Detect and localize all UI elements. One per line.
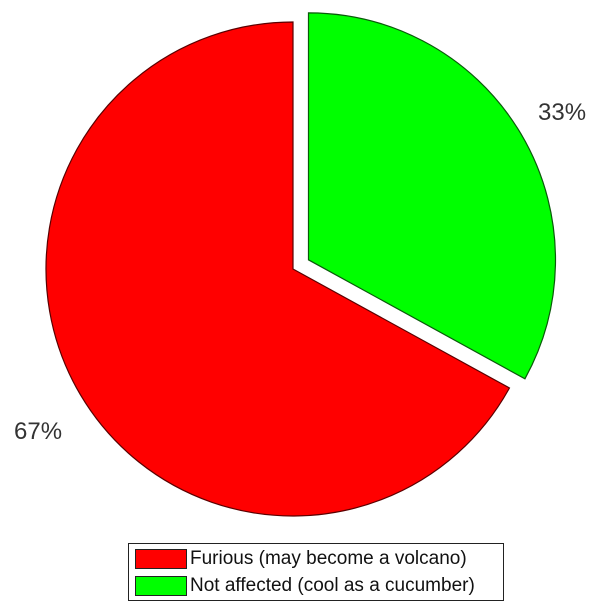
slice-not-affected-percent-label: 33% [538,99,586,126]
legend-swatch-furious [135,549,187,569]
slice-furious-percent-label: 67% [14,418,62,445]
slice-not-affected [307,12,557,380]
legend-swatch-not-affected [135,576,187,596]
legend-item-not-affected: Not affected (cool as a cucumber) [135,574,475,598]
slice-furious [45,21,511,517]
legend: Furious (may become a volcano) Not affec… [128,543,504,601]
legend-label-not-affected: Not affected (cool as a cucumber) [190,575,475,596]
legend-label-furious: Furious (may become a volcano) [190,548,467,569]
legend-item-furious: Furious (may become a volcano) [135,547,467,571]
